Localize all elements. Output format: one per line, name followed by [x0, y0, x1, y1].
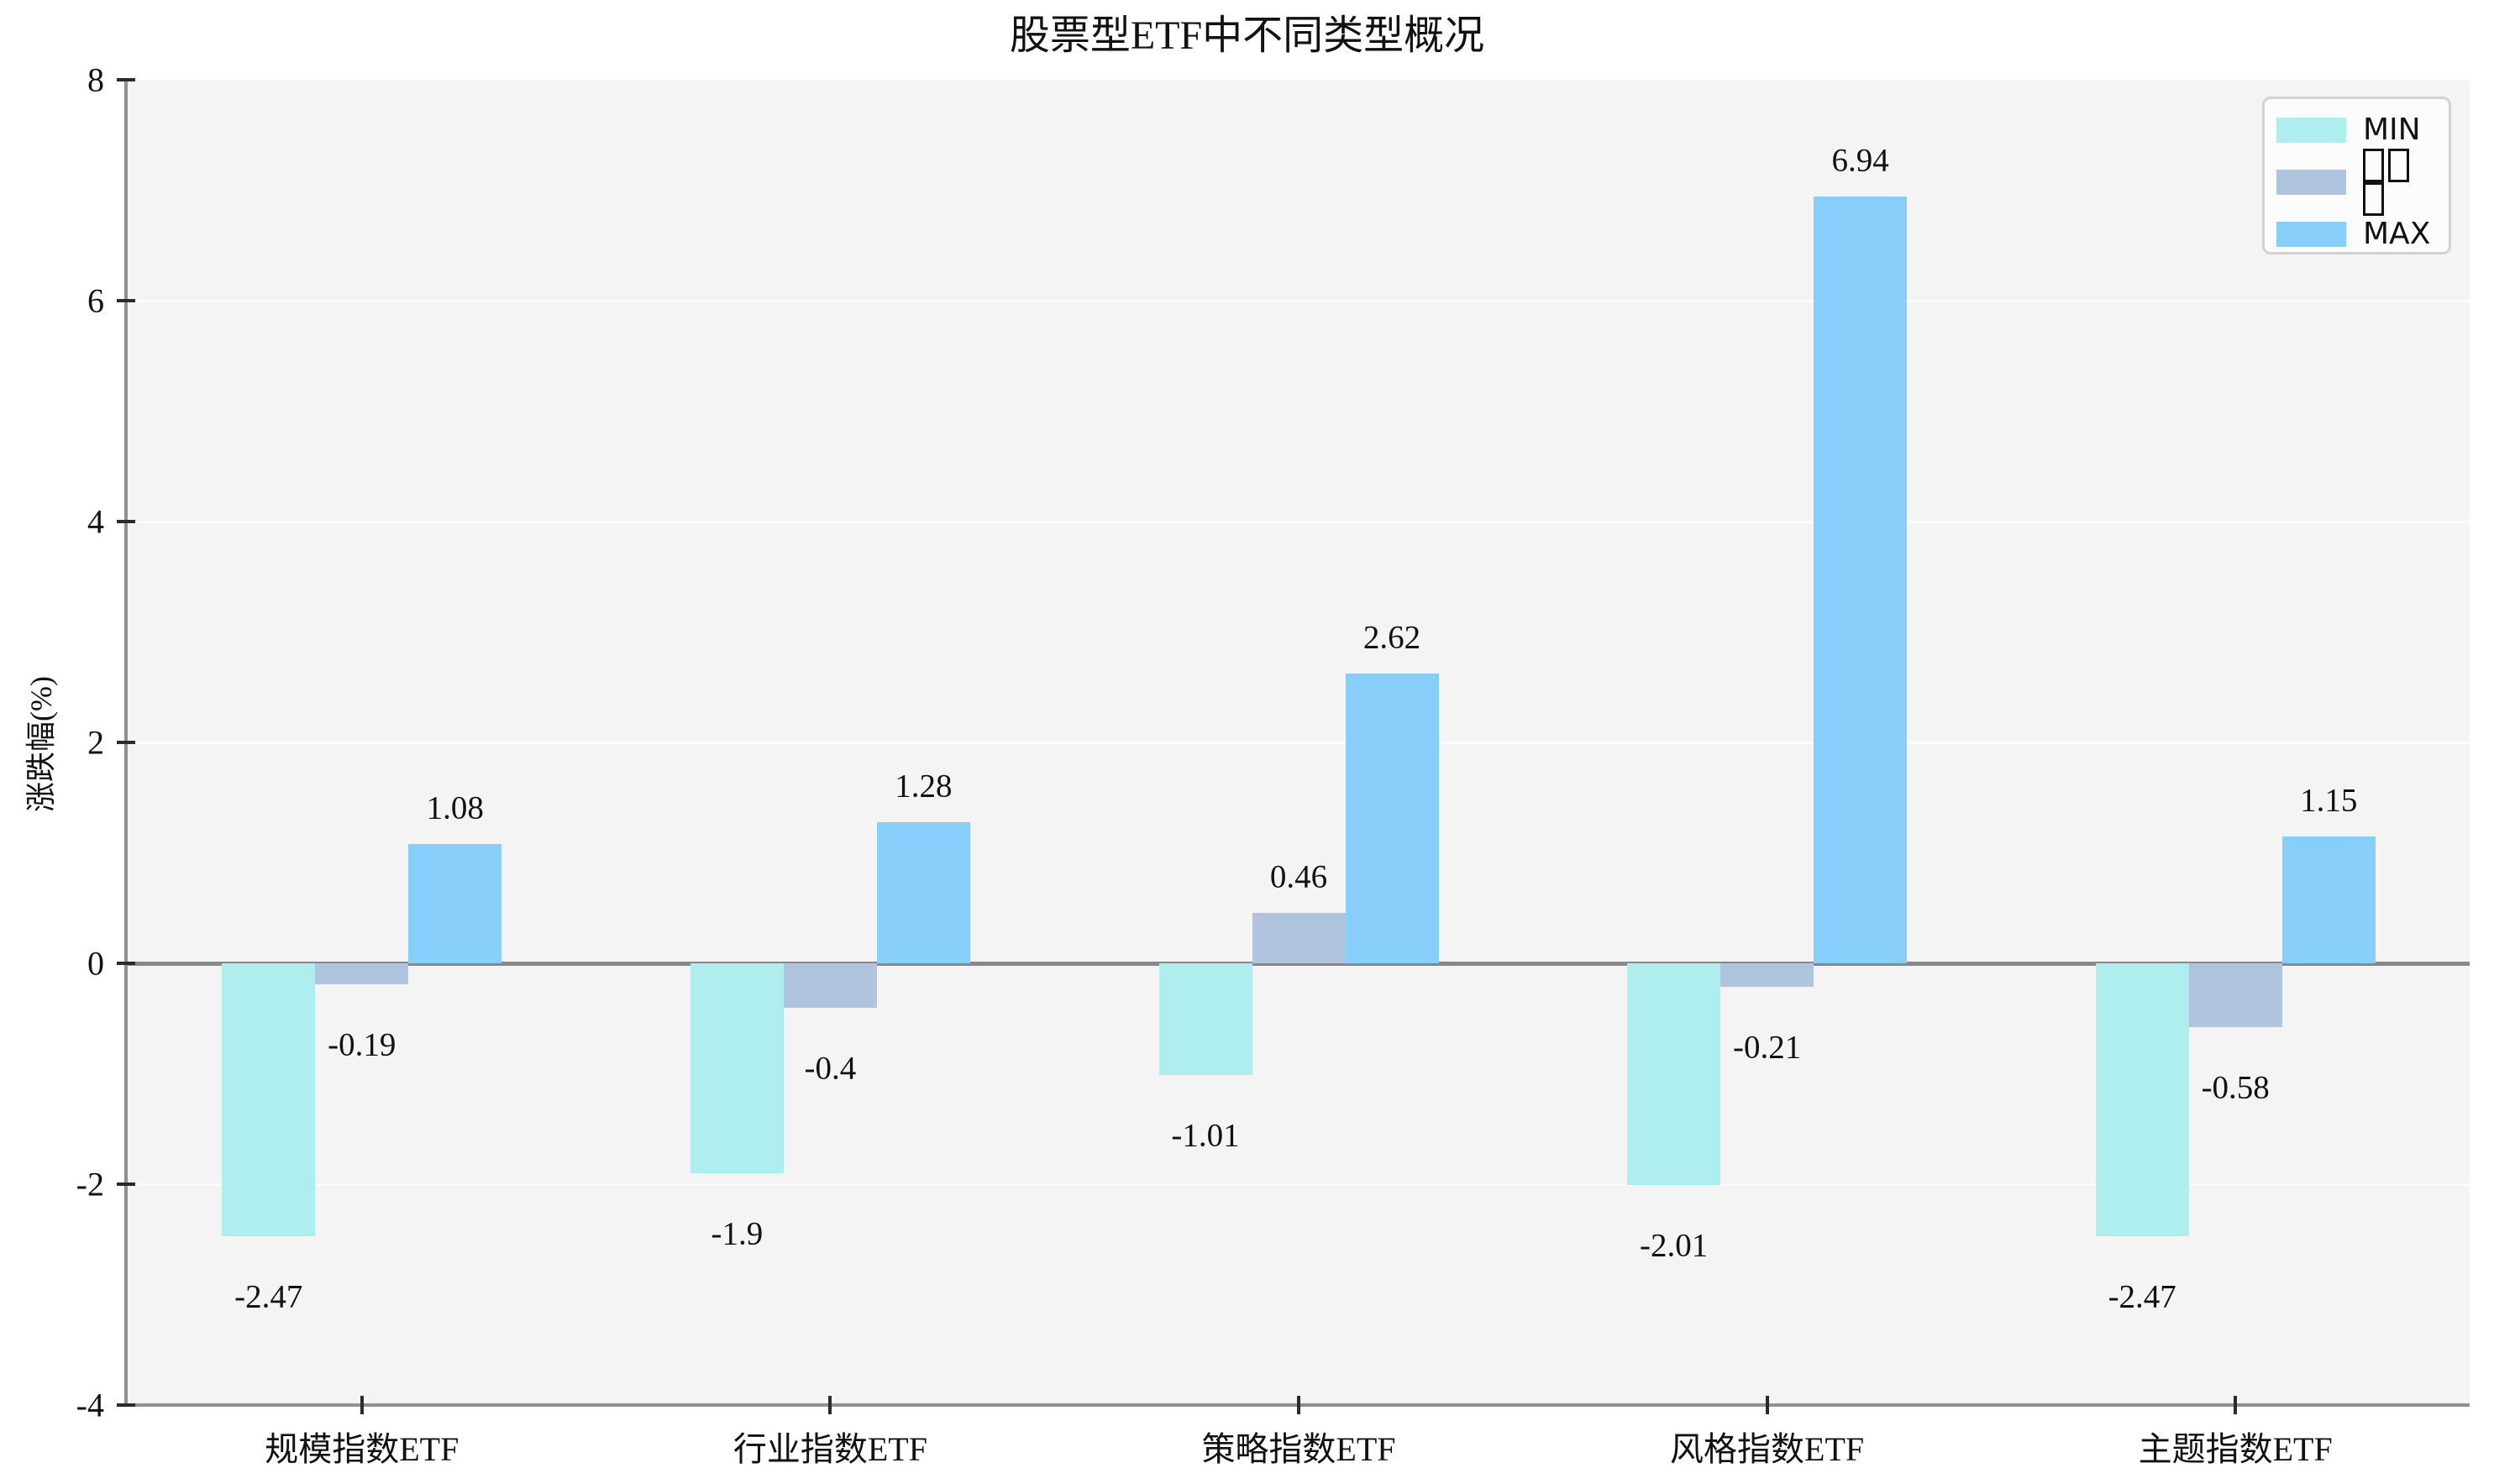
value-label: -2.47 — [2108, 1278, 2176, 1315]
x-axis-tick-label: 策略指数ETF — [1201, 1430, 1396, 1468]
value-label: 1.08 — [426, 789, 484, 826]
y-axis-tick — [117, 1403, 135, 1407]
x-axis-tick — [828, 1396, 832, 1414]
bar-max — [408, 843, 502, 963]
y-axis-tick — [117, 299, 135, 302]
bar-max — [1814, 197, 1908, 963]
bar-min — [1627, 963, 1721, 1186]
bar-median — [315, 963, 409, 984]
x-axis-tick — [1765, 1396, 1769, 1414]
legend-item — [2276, 149, 2434, 216]
y-axis-tick — [117, 741, 135, 744]
x-axis-tick-label: 行业指数ETF — [732, 1430, 927, 1468]
x-axis-tick-label: 规模指数ETF — [265, 1430, 459, 1468]
value-label: -1.9 — [711, 1215, 764, 1252]
value-label: -0.19 — [328, 1026, 396, 1063]
value-label: -0.4 — [804, 1050, 857, 1087]
legend-swatch — [2276, 170, 2346, 195]
missing-glyph-box — [2388, 149, 2409, 182]
legend-swatch — [2276, 118, 2346, 143]
value-label: -2.47 — [234, 1278, 303, 1315]
chart-title: 股票型ETF中不同类型概况 — [1009, 13, 1485, 58]
y-axis-tick-label: 2 — [87, 723, 104, 762]
bar-median — [1720, 963, 1814, 987]
value-label: -1.01 — [1171, 1117, 1240, 1154]
legend-label — [2363, 149, 2434, 216]
bar-max — [876, 821, 970, 963]
gridline — [128, 300, 2470, 302]
value-label: 1.28 — [895, 768, 953, 805]
value-label: 1.15 — [2300, 782, 2358, 819]
legend-item: MAX — [2276, 208, 2434, 260]
plot-area — [128, 80, 2470, 1405]
missing-glyph-box — [2363, 182, 2384, 216]
x-axis-tick — [360, 1396, 364, 1414]
x-axis-tick-label: 主题指数ETF — [2138, 1430, 2333, 1468]
y-axis-tick — [117, 520, 135, 523]
bar-min — [2095, 963, 2189, 1236]
legend-label: MAX — [2363, 217, 2431, 251]
y-axis-tick — [117, 1182, 135, 1186]
value-label: 2.62 — [1363, 619, 1421, 656]
bar-min — [1158, 963, 1252, 1075]
bar-median — [2188, 963, 2282, 1028]
gridline — [128, 521, 2470, 523]
legend-label: MIN — [2363, 113, 2421, 147]
zero-line — [128, 962, 2470, 966]
missing-glyph-box — [2363, 149, 2384, 182]
legend-item: MIN — [2276, 104, 2434, 156]
y-axis-tick-label: 4 — [87, 502, 104, 541]
legend-swatch — [2276, 222, 2346, 247]
y-axis-tick-label: 6 — [87, 281, 104, 320]
y-axis-tick — [117, 78, 135, 81]
x-axis-tick — [2234, 1396, 2238, 1414]
y-axis-tick-label: 8 — [87, 60, 104, 99]
gridline — [128, 742, 2470, 744]
bar-median — [1252, 912, 1346, 963]
bar-max — [1345, 674, 1439, 963]
gridline — [128, 1183, 2470, 1186]
value-label: -2.01 — [1639, 1227, 1709, 1264]
y-axis-tick-label: 0 — [87, 944, 104, 983]
y-axis-tick-label: -4 — [76, 1386, 104, 1424]
y-axis-tick-label: -2 — [76, 1165, 104, 1203]
bar-median — [783, 963, 877, 1008]
bar-min — [222, 963, 316, 1236]
value-label: -0.58 — [2201, 1069, 2270, 1106]
bar-min — [690, 963, 784, 1173]
bar-max — [2281, 836, 2376, 963]
y-axis-tick — [117, 962, 135, 965]
value-label: 6.94 — [1831, 142, 1889, 179]
x-axis-tick-label: 风格指数ETF — [1670, 1430, 1865, 1468]
legend: MIN MAX — [2262, 97, 2451, 254]
value-label: -0.21 — [1732, 1029, 1802, 1066]
value-label: 0.46 — [1269, 858, 1328, 894]
x-axis-tick — [1297, 1396, 1300, 1414]
